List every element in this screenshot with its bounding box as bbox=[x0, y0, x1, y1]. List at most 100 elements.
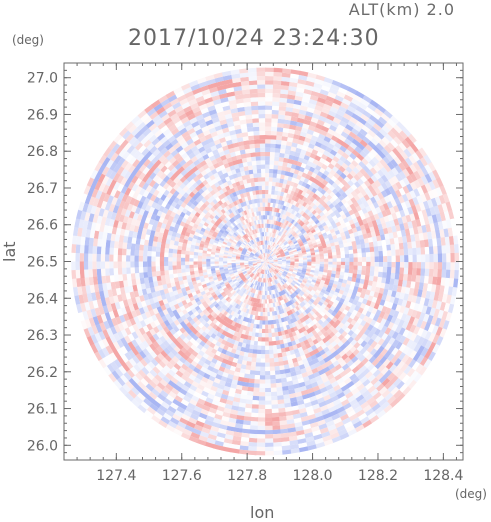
radar-cell bbox=[256, 354, 261, 359]
radar-cell bbox=[379, 262, 383, 268]
radar-cell bbox=[193, 261, 197, 265]
radar-cell bbox=[265, 409, 272, 413]
radar-cell bbox=[271, 404, 278, 409]
radar-cell bbox=[253, 127, 260, 132]
radar-cell bbox=[370, 257, 374, 262]
radar-cell bbox=[248, 131, 255, 136]
radar-cell bbox=[265, 143, 271, 147]
radar-cell bbox=[412, 262, 416, 269]
radar-cell bbox=[357, 266, 362, 271]
radar-cell bbox=[164, 261, 168, 266]
radar-cell bbox=[404, 268, 409, 275]
radar-cell bbox=[261, 333, 265, 337]
radar-cell bbox=[349, 265, 353, 270]
radar-cell bbox=[265, 308, 267, 312]
radar-cell bbox=[270, 383, 276, 388]
radar-cell bbox=[231, 261, 235, 263]
radar-cell bbox=[262, 194, 265, 198]
radar-cell bbox=[269, 345, 273, 349]
radar-cell bbox=[268, 320, 271, 324]
radar-cell bbox=[143, 266, 148, 272]
radar-cell bbox=[311, 259, 315, 261]
radar-cell bbox=[395, 273, 400, 280]
radar-cell bbox=[272, 345, 277, 350]
radar-cell bbox=[122, 248, 127, 255]
radar-cell bbox=[337, 262, 341, 266]
radar-cell bbox=[265, 181, 269, 185]
radar-cell bbox=[272, 114, 279, 119]
radar-cell bbox=[256, 165, 261, 170]
radar-cell bbox=[135, 272, 140, 279]
radar-cell bbox=[256, 358, 261, 363]
radar-cell bbox=[259, 194, 262, 198]
radar-cell bbox=[156, 261, 160, 266]
radar-cell bbox=[403, 242, 408, 249]
radar-cell bbox=[139, 266, 144, 272]
radar-cell bbox=[265, 169, 270, 173]
radar-cell bbox=[160, 252, 165, 257]
radar-cell bbox=[386, 272, 391, 279]
radar-cell bbox=[261, 337, 265, 341]
radar-cell bbox=[399, 274, 404, 281]
radar-cell bbox=[383, 251, 388, 257]
radar-cell bbox=[168, 261, 172, 266]
radar-cell bbox=[253, 392, 260, 397]
radar-cell bbox=[407, 274, 412, 282]
radar-cell bbox=[320, 256, 324, 259]
radar-cell bbox=[340, 251, 345, 255]
radar-cell bbox=[131, 243, 136, 250]
radar-cell bbox=[269, 350, 274, 354]
radar-cell bbox=[400, 255, 404, 262]
radar-cell bbox=[265, 177, 269, 181]
radar-cell bbox=[255, 186, 259, 191]
radar-cell bbox=[244, 144, 250, 149]
radar-cell bbox=[252, 165, 257, 170]
radar-cell bbox=[387, 250, 392, 256]
radar-cell bbox=[377, 240, 382, 246]
radar-cell bbox=[248, 383, 255, 388]
radar-cell bbox=[265, 354, 270, 358]
radar-cell bbox=[160, 270, 165, 275]
radar-field bbox=[71, 68, 459, 456]
radar-cell bbox=[256, 160, 261, 165]
radar-cell bbox=[122, 254, 126, 261]
radar-cell bbox=[255, 148, 261, 153]
radar-cell bbox=[206, 259, 210, 262]
radar-cell bbox=[252, 161, 257, 166]
radar-cell bbox=[277, 404, 285, 409]
radar-cell bbox=[118, 254, 122, 261]
radar-cell bbox=[375, 256, 379, 262]
radar-cell bbox=[265, 320, 268, 324]
radar-cell bbox=[259, 198, 262, 202]
radar-cell bbox=[135, 267, 140, 274]
radar-cell bbox=[148, 271, 153, 277]
radar-cell bbox=[349, 258, 353, 262]
radar-cell bbox=[164, 270, 169, 275]
radar-cell bbox=[265, 186, 269, 190]
radar-cell bbox=[408, 255, 412, 262]
radar-cell bbox=[122, 273, 127, 280]
radar-cell bbox=[366, 266, 371, 271]
radar-cell bbox=[263, 308, 265, 312]
radar-cell bbox=[215, 259, 219, 261]
radar-cell bbox=[357, 248, 362, 253]
radar-cell bbox=[277, 127, 284, 132]
radar-cell bbox=[147, 266, 152, 272]
radar-cell bbox=[127, 242, 132, 249]
radar-cell bbox=[259, 118, 266, 122]
radar-cell bbox=[254, 178, 258, 183]
radar-cell bbox=[391, 256, 395, 262]
radar-cell bbox=[276, 131, 283, 136]
radar-cell bbox=[245, 115, 253, 120]
radar-cell bbox=[143, 256, 147, 262]
radar-cell bbox=[267, 312, 270, 316]
radar-cell bbox=[411, 275, 416, 283]
radar-cell bbox=[126, 248, 131, 255]
radar-cell bbox=[366, 257, 370, 262]
radar-cell bbox=[333, 258, 337, 262]
radar-cell bbox=[362, 252, 367, 257]
radar-cell bbox=[303, 258, 307, 260]
radar-cell bbox=[303, 260, 307, 262]
radar-cell bbox=[223, 261, 227, 263]
radar-cell bbox=[276, 391, 283, 396]
